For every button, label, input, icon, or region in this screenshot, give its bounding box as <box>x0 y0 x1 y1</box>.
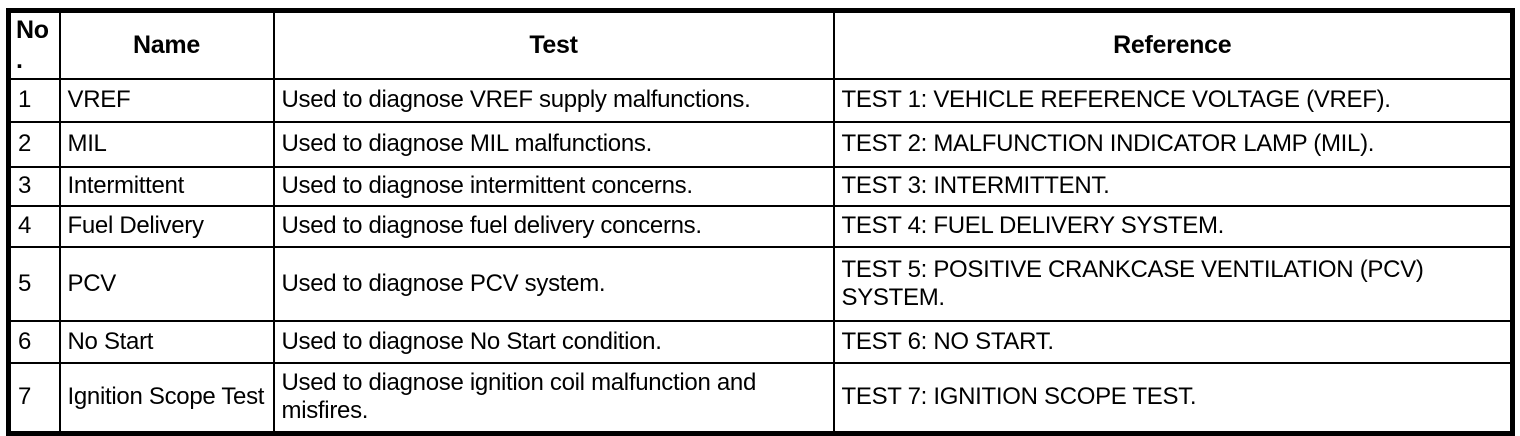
cell-reference: TEST 7: IGNITION SCOPE TEST. <box>832 362 1514 434</box>
cell-test: Used to diagnose PCV system. <box>272 246 835 322</box>
cell-test: Used to diagnose intermittent concerns. <box>272 166 835 207</box>
cell-reference: TEST 1: VEHICLE REFERENCE VOLTAGE (VREF)… <box>832 78 1514 123</box>
table-row: 7 Ignition Scope Test Used to diagnose i… <box>7 362 1514 434</box>
diagnostic-tests-table: No. Name Test Reference 1 VREF Used to d… <box>6 8 1515 436</box>
cell-no: 7 <box>7 362 61 434</box>
cell-reference: TEST 3: INTERMITTENT. <box>832 166 1514 207</box>
cell-no: 6 <box>7 320 61 364</box>
cell-reference: TEST 5: POSITIVE CRANKCASE VENTILATION (… <box>832 246 1514 322</box>
cell-test: Used to diagnose VREF supply malfunction… <box>272 78 835 123</box>
cell-test: Used to diagnose fuel delivery concerns. <box>272 205 835 248</box>
header-row: No. Name Test Reference <box>7 9 1514 80</box>
cell-no: 3 <box>7 166 61 207</box>
cell-no: 1 <box>7 78 61 123</box>
cell-no: 5 <box>7 246 61 322</box>
cell-reference: TEST 6: NO START. <box>832 320 1514 364</box>
cell-name: PCV <box>58 246 275 322</box>
cell-test: Used to diagnose ignition coil malfuncti… <box>272 362 835 434</box>
cell-name: Intermittent <box>58 166 275 207</box>
column-header-no: No. <box>7 9 61 80</box>
cell-reference: TEST 2: MALFUNCTION INDICATOR LAMP (MIL)… <box>832 121 1514 168</box>
table-row: 6 No Start Used to diagnose No Start con… <box>7 320 1514 364</box>
column-header-name: Name <box>58 9 275 80</box>
cell-test: Used to diagnose MIL malfunctions. <box>272 121 835 168</box>
table-row: 1 VREF Used to diagnose VREF supply malf… <box>7 78 1514 123</box>
cell-name: Ignition Scope Test <box>58 362 275 434</box>
table-row: 4 Fuel Delivery Used to diagnose fuel de… <box>7 205 1514 248</box>
cell-name: Fuel Delivery <box>58 205 275 248</box>
table-row: 3 Intermittent Used to diagnose intermit… <box>7 166 1514 207</box>
cell-no: 4 <box>7 205 61 248</box>
cell-name: VREF <box>58 78 275 123</box>
column-header-test: Test <box>272 9 835 80</box>
cell-no: 2 <box>7 121 61 168</box>
cell-reference: TEST 4: FUEL DELIVERY SYSTEM. <box>832 205 1514 248</box>
table-row: 5 PCV Used to diagnose PCV system. TEST … <box>7 246 1514 322</box>
column-header-reference: Reference <box>832 9 1514 80</box>
cell-test: Used to diagnose No Start condition. <box>272 320 835 364</box>
cell-name: MIL <box>58 121 275 168</box>
table-row: 2 MIL Used to diagnose MIL malfunctions.… <box>7 121 1514 168</box>
cell-name: No Start <box>58 320 275 364</box>
